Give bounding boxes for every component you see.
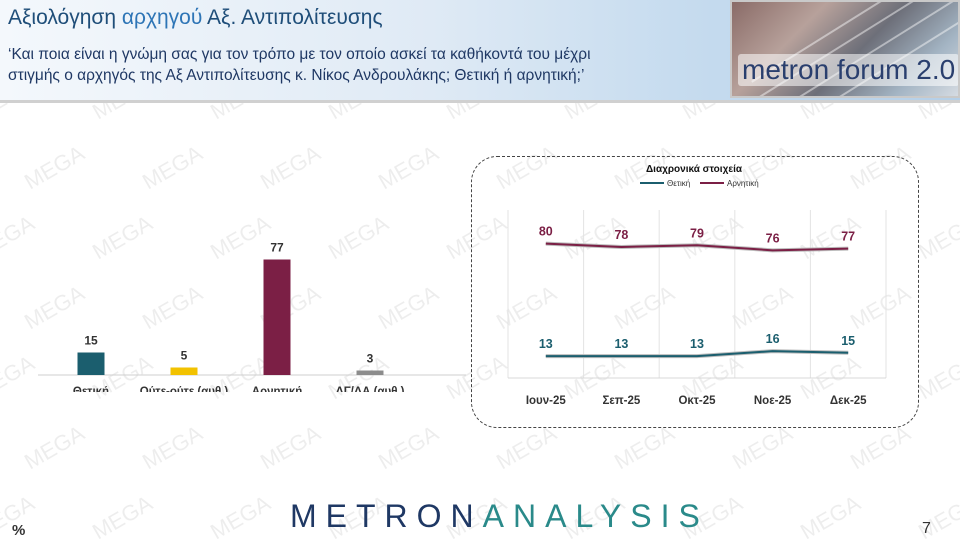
bar-category-label: ΔΓ/ΔΑ (αυθ.) [336, 386, 405, 392]
bar [170, 367, 198, 375]
percent-unit: % [12, 522, 26, 539]
bar-category-label: Ούτε-ούτε (αυθ.) [140, 386, 229, 392]
series-line [545, 242, 849, 252]
page-title: Αξιολόγηση αρχηγού Αξ. Αντιπολίτευσης [8, 6, 383, 30]
line-data-label: 16 [766, 332, 780, 346]
watermark-text: MEGA [374, 420, 443, 474]
watermark-text: MEGA [914, 350, 960, 404]
bar-value-label: 15 [84, 334, 98, 348]
line-category-label: Νοε-25 [754, 395, 792, 407]
watermark-text: MEGA [728, 420, 797, 474]
logo-analysis: ANALYSIS [482, 498, 709, 534]
line-data-label: 15 [841, 334, 855, 348]
legend-label: Αρνητική [727, 179, 759, 188]
watermark-text: MEGA [20, 140, 89, 194]
timeline-panel [471, 156, 919, 428]
metron-analysis-logo: METRONANALYSIS [290, 498, 709, 535]
line-category-label: Ιουν-25 [526, 395, 567, 407]
watermark-text: MEGA [492, 420, 561, 474]
page-number: 7 [922, 520, 931, 537]
bar-value-label: 3 [367, 352, 374, 366]
question-line-1: ‘Και ποια είναι η γνώμη σας για τον τρόπ… [8, 46, 591, 63]
line-category-label: Σεπ-25 [603, 395, 641, 407]
bar-value-label: 77 [270, 241, 284, 255]
line-data-label: 80 [539, 225, 553, 239]
watermark-text: MEGA [138, 420, 207, 474]
watermark-text: MEGA [206, 490, 275, 544]
line-data-label: 13 [614, 337, 628, 351]
line-data-label: 13 [690, 337, 704, 351]
line-data-label: 78 [614, 228, 628, 242]
header-banner: Αξιολόγηση αρχηγού Αξ. Αντιπολίτευσης ‘Κ… [0, 0, 960, 103]
watermark-text: MEGA [914, 210, 960, 264]
title-prefix: Αξιολόγηση [8, 6, 117, 29]
metron-forum-logo: metron forum 2.0 [730, 0, 960, 98]
bar-category-label: Αρνητική [252, 386, 303, 392]
question-line-2: στιγμής ο αρχηγός της Αξ Αντιπολίτευσης … [8, 67, 585, 84]
title-highlight: αρχηγού [121, 6, 203, 29]
bar [263, 259, 291, 375]
watermark-text: MEGA [846, 420, 915, 474]
watermark-text: MEGA [256, 420, 325, 474]
watermark-text: MEGA [610, 420, 679, 474]
bar-category-label: Θετική [73, 386, 109, 392]
title-suffix: Αξ. Αντιπολίτευσης [207, 6, 383, 29]
watermark-text: MEGA [914, 490, 960, 544]
watermark-text: MEGA [138, 140, 207, 194]
line-category-label: Δεκ-25 [830, 395, 867, 407]
line-data-label: 79 [690, 226, 704, 240]
watermark-text: MEGA [88, 490, 157, 544]
line-chart: Διαχρονικά στοιχεία Θετική Αρνητική 13 13 13 1… [507, 164, 887, 407]
metron-forum-text: metron forum 2.0 [738, 54, 958, 86]
survey-question: ‘Και ποια είναι η γνώμη σας για τον τρόπ… [8, 44, 720, 86]
line-chart-title: Διαχρονικά στοιχεία [646, 164, 743, 175]
watermark-text: MEGA [796, 490, 865, 544]
line-category-label: Οκτ-25 [678, 395, 716, 407]
line-data-label: 13 [539, 337, 553, 351]
bar-value-label: 5 [181, 349, 188, 363]
legend-label: Θετική [667, 179, 690, 188]
logo-metron: METRON [290, 498, 483, 534]
series-line [545, 350, 849, 358]
watermark-text: MEGA [20, 420, 89, 474]
bar [356, 370, 384, 375]
bar [77, 352, 105, 375]
line-data-label: 77 [841, 230, 855, 244]
watermark-text: MEGA [374, 140, 443, 194]
watermark-text: MEGA [256, 140, 325, 194]
bar-chart: 15 Θετική 5 Ούτε-ούτε (αυθ.) 77 Αρνητική 3 ΔΓ/Δ… [38, 241, 466, 392]
line-data-label: 76 [766, 231, 780, 245]
